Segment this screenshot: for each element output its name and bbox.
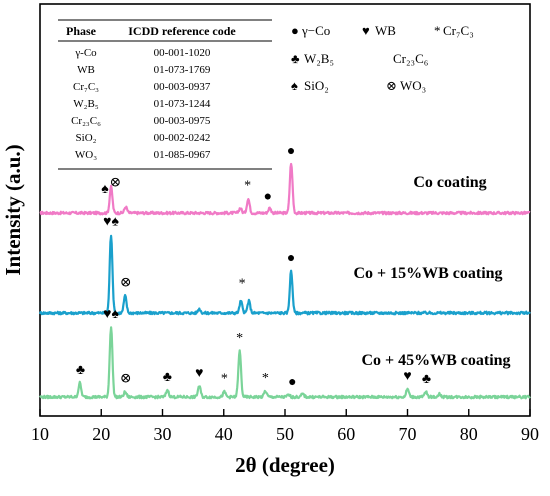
- legend-cr7c3-symbol: *: [434, 23, 441, 38]
- table-code-5: 00-002-0242: [154, 132, 211, 144]
- table-phase-1: WB: [77, 64, 95, 76]
- phase-marker-layer: ♠ ⊗ *●●♥♠⊗ *●♣♥♠⊗ ♣ ♥ *** ● ♥ ♣: [76, 144, 431, 390]
- legend-w2b5-symbol: ♣: [291, 51, 300, 66]
- table-code-0: 00-001-1020: [154, 47, 211, 59]
- phase-marker-0-0: ♠: [101, 182, 109, 197]
- table-code-3: 01-073-1244: [154, 98, 211, 110]
- legend-w2b5-label: W₂B₅: [304, 51, 334, 66]
- legend-cr7c3-label: Cr₇C₃: [443, 23, 474, 38]
- x-tick-label-40: 40: [215, 424, 233, 444]
- table-phase-3: W₂B₅: [73, 98, 99, 110]
- table-phase-2: Cr₇C₃: [73, 81, 99, 93]
- phase-marker-2-5: *: [221, 372, 228, 387]
- x-tick-label-70: 70: [399, 424, 417, 444]
- legend-sio2-symbol: ♠: [291, 78, 298, 93]
- legend-gamma-co-label: γ−Co: [301, 23, 330, 38]
- series-line-2: [39, 326, 531, 400]
- phase-marker-1-3: ●: [287, 251, 295, 266]
- table-header-code: ICDD reference code: [128, 24, 236, 38]
- x-tick-label-50: 50: [276, 424, 294, 444]
- legend-wb-label: WB: [375, 23, 396, 38]
- series-line-1: [38, 234, 531, 316]
- phase-marker-2-4: ♥: [195, 366, 203, 381]
- table-phase-0: γ-Co: [74, 47, 97, 59]
- x-tick-label-20: 20: [92, 424, 110, 444]
- phase-marker-2-0: ♣: [76, 363, 85, 378]
- phase-marker-2-10: ♣: [422, 372, 431, 387]
- phase-marker-0-4: ●: [287, 144, 295, 159]
- table-code-6: 01-085-0967: [154, 149, 211, 161]
- x-axis-ticks: 10 20 30 40 50 60 70 80 90: [31, 409, 539, 444]
- table-rows: γ-Co 00-001-1020 WB 01-073-1769 Cr₇C₃ 00-003-…: [71, 47, 211, 161]
- phase-marker-2-3: ♣: [163, 370, 172, 385]
- phase-marker-2-1: ♥♠: [103, 307, 119, 322]
- reference-table: Phase ICDD reference code γ-Co 00-001-102…: [58, 19, 272, 170]
- x-tick-label-80: 80: [460, 424, 478, 444]
- phase-marker-2-9: ♥: [403, 369, 411, 384]
- table-phase-4: Cr₂₃C₆: [71, 115, 101, 127]
- phase-marker-2-7: *: [262, 371, 269, 386]
- table-code-4: 00-003-0975: [154, 115, 211, 127]
- phase-marker-0-2: *: [244, 178, 251, 193]
- legend-wb-symbol: ♥: [362, 23, 370, 38]
- legend-cr23c6-label: Cr₂₃C₆: [393, 51, 428, 66]
- series-label-co-15wb: Co + 15%WB coating: [353, 265, 502, 282]
- phase-marker-0-3: ●: [264, 189, 272, 204]
- legend-sio2-label: SiO₂: [304, 78, 329, 93]
- phase-marker-0-1: ⊗: [109, 176, 121, 191]
- legend-wo3-label: WO₃: [400, 78, 426, 93]
- x-tick-label-60: 60: [337, 424, 355, 444]
- phase-legend: ● γ−Co ♥ WB * Cr₇C₃ ♣ W₂B₅ Cr₂₃C₆ ♠ SiO₂…: [291, 23, 474, 93]
- x-tick-label-30: 30: [154, 424, 172, 444]
- table-phase-6: WO₃: [75, 149, 97, 161]
- phase-marker-1-1: ⊗: [120, 275, 132, 290]
- series-label-co-45wb: Co + 45%WB coating: [361, 352, 510, 369]
- x-tick-label-90: 90: [521, 424, 539, 444]
- legend-wo3-symbol: ⊗: [386, 78, 397, 93]
- table-phase-5: SiO₂: [76, 132, 97, 144]
- phase-marker-1-2: *: [239, 277, 246, 292]
- phase-marker-2-2: ⊗: [120, 371, 132, 386]
- x-axis-title: 2θ (degree): [235, 453, 335, 477]
- phase-marker-1-0: ♥♠: [103, 215, 119, 230]
- series-label-co: Co coating: [413, 174, 486, 191]
- legend-gamma-co-symbol: ●: [291, 23, 299, 38]
- table-code-1: 01-073-1769: [154, 64, 211, 76]
- series-line-0: [39, 162, 531, 216]
- table-header-phase: Phase: [66, 24, 97, 38]
- phase-marker-2-6: *: [236, 331, 243, 346]
- series-layer: [38, 162, 531, 400]
- table-code-2: 00-003-0937: [154, 81, 211, 93]
- phase-marker-2-8: ●: [288, 375, 296, 390]
- x-tick-label-10: 10: [31, 424, 49, 444]
- y-axis-title: Intensity (a.u.): [1, 144, 25, 275]
